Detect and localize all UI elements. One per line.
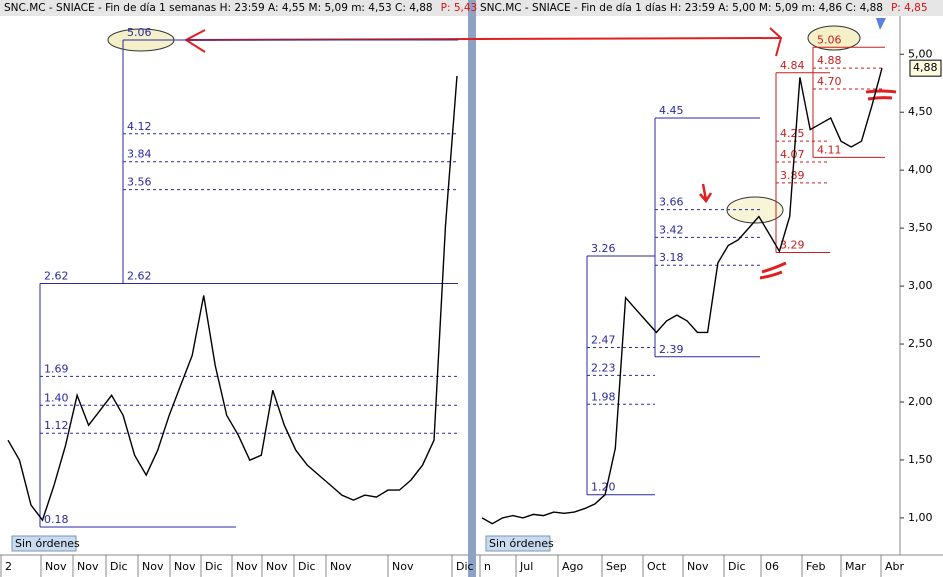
level-label: 1.20	[591, 481, 616, 494]
level-label: 4.45	[659, 104, 684, 117]
level-label: 2.23	[591, 361, 616, 374]
level-label: 3.26	[591, 242, 616, 255]
level-label: 3.66	[659, 196, 684, 209]
x-tick-label: Nov	[77, 560, 99, 573]
x-tick-label: Abr	[885, 560, 905, 573]
level-label: 2.62	[44, 270, 69, 283]
red-mark	[759, 261, 787, 280]
x-tick-label: Dic	[298, 560, 316, 573]
y-tick-label: 4,50	[908, 105, 933, 118]
price-line	[7, 75, 458, 522]
x-tick-label: Nov	[174, 560, 196, 573]
level-label: 3.56	[127, 176, 152, 189]
red-mark	[699, 183, 713, 204]
level-label: 5.06	[817, 33, 842, 46]
level-label: 3.42	[659, 223, 684, 236]
level-label: 2.47	[591, 334, 616, 347]
header-price: P: 4,85	[891, 2, 928, 14]
x-tick-label: Nov	[142, 560, 164, 573]
level-label: 4.11	[817, 143, 842, 156]
y-tick-label: 5,00	[908, 47, 933, 60]
x-tick-label: Nov	[392, 560, 414, 573]
orders-button-label[interactable]: Sin órdenes	[15, 537, 80, 550]
x-tick-label: 2	[5, 560, 12, 573]
level-label: 3.18	[659, 251, 684, 264]
y-tick-label: 1,50	[908, 453, 933, 466]
level-label: 1.40	[44, 391, 69, 404]
y-tick-label: 1,00	[908, 511, 933, 524]
level-label: 2.39	[659, 343, 684, 356]
level-label: 1.98	[591, 390, 616, 403]
x-tick-label: Nov	[330, 560, 352, 573]
panel-separator	[468, 0, 476, 577]
x-tick-label: Nov	[236, 560, 258, 573]
header-text: SNC.MC - SNIACE - Fin de día 1 semanas H…	[4, 2, 433, 14]
level-label: 4.70	[817, 75, 842, 88]
x-tick-label: Dic	[205, 560, 223, 573]
level-label: 1.12	[44, 419, 69, 432]
header-bar	[476, 0, 943, 16]
last-price-label: 4,88	[913, 61, 938, 74]
x-tick-label: n	[484, 560, 491, 573]
orders-button[interactable]	[485, 535, 551, 552]
blue-arrow	[876, 18, 886, 30]
y-tick-label: 2,50	[908, 337, 933, 350]
orders-button[interactable]	[11, 535, 77, 552]
level-label: 4.88	[817, 54, 842, 67]
level-label: 5.06	[127, 26, 152, 39]
last-price-tag	[909, 59, 942, 77]
level-label: 4.07	[780, 148, 805, 161]
level-label: 4.25	[780, 127, 805, 140]
y-tick-label: 2,00	[908, 395, 933, 408]
x-tick-label: Ago	[562, 560, 584, 573]
x-tick-label: Feb	[806, 560, 825, 573]
x-tick-label: Jul	[519, 560, 533, 573]
level-label: 3.29	[780, 238, 805, 251]
level-label: 3.84	[127, 148, 152, 161]
y-tick-label: 4,00	[908, 163, 933, 176]
x-tick-label: Dic	[456, 560, 474, 573]
x-tick-label: Dic	[110, 560, 128, 573]
x-tick-label: Oct	[647, 560, 667, 573]
x-tick-label: 06	[765, 560, 779, 573]
red-mark	[865, 89, 897, 101]
header-price: P: 5,43	[441, 2, 478, 14]
level-label: 4.12	[127, 120, 152, 133]
level-label: 4.84	[780, 59, 805, 72]
red-arrow-head	[769, 27, 783, 57]
level-label: 1.69	[44, 362, 69, 375]
level-label: 0.18	[44, 513, 69, 526]
header-bar	[0, 0, 468, 16]
x-tick-label: Nov	[45, 560, 67, 573]
x-tick-label: Dic	[728, 560, 746, 573]
header-text: SNC.MC - SNIACE - Fin de día 1 días H: 2…	[480, 2, 883, 14]
y-tick-label: 3,50	[908, 221, 933, 234]
price-line	[481, 68, 883, 525]
x-tick-label: Nov	[687, 560, 709, 573]
y-tick-label: 3,00	[908, 279, 933, 292]
highlight-ellipse	[807, 25, 861, 51]
x-tick-label: Nov	[266, 560, 288, 573]
x-tick-label: Sep	[606, 560, 627, 573]
level-label: 2.62	[127, 270, 152, 283]
orders-button-label[interactable]: Sin órdenes	[489, 537, 554, 550]
x-tick-label: Mar	[845, 560, 866, 573]
